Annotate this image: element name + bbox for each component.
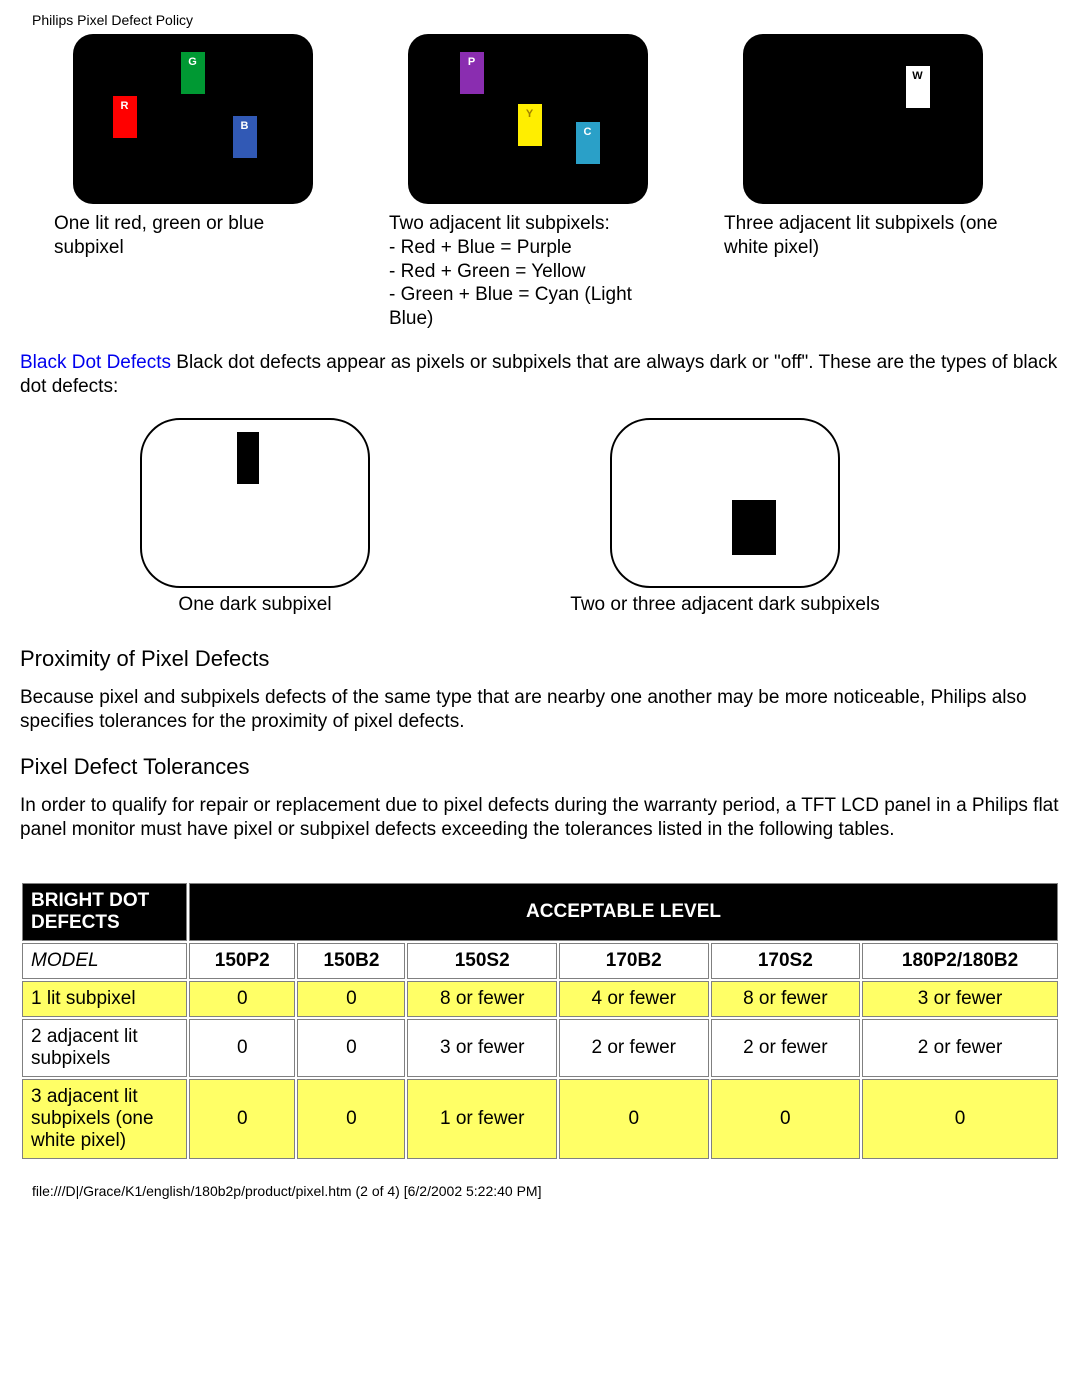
model-column: 150P2 — [189, 943, 295, 979]
caption-3: Three adjacent lit subpixels (one white … — [720, 212, 1005, 260]
subpixel-chip: P — [460, 52, 484, 94]
table-cell: 0 — [297, 981, 405, 1017]
model-column: 180P2/180B2 — [862, 943, 1058, 979]
subpixel-chip: C — [576, 122, 600, 164]
caption-line: - Red + Blue = Purple — [389, 236, 666, 260]
model-column: 150B2 — [297, 943, 405, 979]
table-cell: 2 or fewer — [559, 1019, 709, 1077]
subpixel-chip: W — [906, 66, 930, 108]
black-dot-link: Black Dot Defects — [20, 352, 171, 373]
proximity-text: Because pixel and subpixels defects of t… — [20, 686, 1060, 734]
table-cell: 0 — [297, 1079, 405, 1159]
caption-2: Two adjacent lit subpixels:- Red + Blue … — [385, 212, 670, 331]
table-row: 1 lit subpixel008 or fewer4 or fewer8 or… — [22, 981, 1058, 1017]
table-cell: 0 — [189, 1019, 295, 1077]
black-dot-text: Black dot defects appear as pixels or su… — [20, 352, 1057, 397]
table-header-row: BRIGHT DOT DEFECTS ACCEPTABLE LEVEL — [22, 883, 1058, 941]
black-dot-intro: Black Dot Defects Black dot defects appe… — [20, 351, 1060, 399]
header-right: ACCEPTABLE LEVEL — [189, 883, 1058, 941]
model-column: 170B2 — [559, 943, 709, 979]
table-cell: 0 — [189, 1079, 295, 1159]
table-cell: 0 — [862, 1079, 1058, 1159]
page-footer: file:///D|/Grace/K1/english/180b2p/produ… — [32, 1183, 1060, 1199]
model-label: MODEL — [22, 943, 187, 979]
table-row: 2 adjacent lit subpixels003 or fewer2 or… — [22, 1019, 1058, 1077]
subpixel-chip: R — [113, 96, 137, 138]
proximity-heading: Proximity of Pixel Defects — [20, 646, 1060, 672]
subpixel-chip: Y — [518, 104, 542, 146]
tolerances-text: In order to qualify for repair or replac… — [20, 794, 1060, 842]
panel-white-1 — [140, 418, 370, 588]
dark-subpixel-block — [732, 500, 776, 555]
panel-black-1: R GB — [73, 34, 313, 204]
table-cell: 0 — [711, 1079, 861, 1159]
panel-black-3: W — [743, 34, 983, 204]
model-row: MODEL150P2150B2150S2170B2170S2180P2/180B… — [22, 943, 1058, 979]
dark-caption-1: One dark subpixel — [100, 594, 410, 616]
table-cell: 3 or fewer — [862, 981, 1058, 1017]
table-cell: 0 — [189, 981, 295, 1017]
caption-line: - Red + Green = Yellow — [389, 260, 666, 284]
caption-line: - Green + Blue = Cyan (Light Blue) — [389, 283, 666, 331]
caption-line: Two adjacent lit subpixels: — [389, 212, 666, 236]
bright-example-3: W Three adjacent lit subpixels (one whit… — [720, 34, 1005, 331]
table-cell: 2 or fewer — [862, 1019, 1058, 1077]
header-left: BRIGHT DOT DEFECTS — [22, 883, 187, 941]
row-label: 1 lit subpixel — [22, 981, 187, 1017]
dark-subpixel-block — [237, 432, 259, 484]
dark-dot-examples: One dark subpixel Two or three adjacent … — [100, 418, 1060, 616]
row-label: 3 adjacent lit subpixels (one white pixe… — [22, 1079, 187, 1159]
caption-1: One lit red, green or blue subpixel — [50, 212, 335, 260]
table-cell: 8 or fewer — [407, 981, 557, 1017]
table-cell: 0 — [559, 1079, 709, 1159]
page-header: Philips Pixel Defect Policy — [32, 12, 1060, 28]
table-cell: 3 or fewer — [407, 1019, 557, 1077]
bright-example-1: R GB One lit red, green or blue subpixel — [50, 34, 335, 331]
bright-example-2: PYC Two adjacent lit subpixels:- Red + B… — [385, 34, 670, 331]
table-cell: 2 or fewer — [711, 1019, 861, 1077]
tolerance-table: BRIGHT DOT DEFECTS ACCEPTABLE LEVEL MODE… — [20, 881, 1060, 1161]
table-cell: 4 or fewer — [559, 981, 709, 1017]
dark-example-2: Two or three adjacent dark subpixels — [540, 418, 910, 616]
row-label: 2 adjacent lit subpixels — [22, 1019, 187, 1077]
table-cell: 1 or fewer — [407, 1079, 557, 1159]
table-row: 3 adjacent lit subpixels (one white pixe… — [22, 1079, 1058, 1159]
table-cell: 0 — [297, 1019, 405, 1077]
table-cell: 8 or fewer — [711, 981, 861, 1017]
dark-caption-2: Two or three adjacent dark subpixels — [540, 594, 910, 616]
model-column: 170S2 — [711, 943, 861, 979]
panel-black-2: PYC — [408, 34, 648, 204]
bright-dot-examples: RGB One lit red, green or blue subpixel … — [50, 34, 1060, 331]
panel-white-2 — [610, 418, 840, 588]
tolerances-heading: Pixel Defect Tolerances — [20, 754, 1060, 780]
dark-example-1: One dark subpixel — [100, 418, 410, 616]
subpixel-chip: B — [233, 116, 257, 158]
model-column: 150S2 — [407, 943, 557, 979]
subpixel-chip: G — [181, 52, 205, 94]
